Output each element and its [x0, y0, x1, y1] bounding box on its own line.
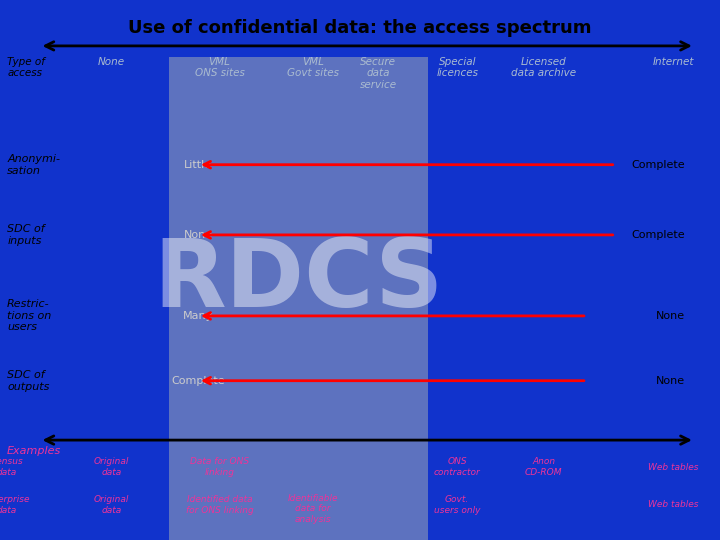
Text: Original
data: Original data — [94, 457, 130, 477]
Text: Identifiable
data for
analysis: Identifiable data for analysis — [288, 494, 338, 524]
Text: Original
data: Original data — [94, 495, 130, 515]
Text: None: None — [657, 376, 685, 386]
Text: Restric-
tions on
users: Restric- tions on users — [7, 299, 51, 333]
Text: Complete: Complete — [632, 160, 685, 170]
Text: Web tables: Web tables — [648, 463, 698, 471]
Text: Census
data: Census data — [0, 457, 24, 477]
Text: ONS
contractor: ONS contractor — [434, 457, 480, 477]
Text: Many: Many — [183, 311, 213, 321]
Text: Govt.
users only: Govt. users only — [434, 495, 480, 515]
Text: Complete: Complete — [171, 376, 225, 386]
Text: None: None — [184, 230, 212, 240]
Text: RDCS: RDCS — [153, 235, 444, 327]
Text: Data for ONS
linking: Data for ONS linking — [190, 457, 249, 477]
Text: Anonymi-
sation: Anonymi- sation — [7, 154, 60, 176]
Text: VML
Govt sites: VML Govt sites — [287, 57, 339, 78]
Text: Type of
access: Type of access — [7, 57, 45, 78]
Text: Licensed
data archive: Licensed data archive — [511, 57, 576, 78]
Text: Web tables: Web tables — [648, 501, 698, 509]
Text: Complete: Complete — [632, 230, 685, 240]
Text: SDC of
outputs: SDC of outputs — [7, 370, 50, 392]
Bar — [169, 57, 428, 540]
Text: Little: Little — [184, 160, 212, 170]
Text: Internet: Internet — [652, 57, 694, 67]
Text: VML
ONS sites: VML ONS sites — [194, 57, 245, 78]
Text: None: None — [657, 311, 685, 321]
Text: Secure
data
service: Secure data service — [359, 57, 397, 90]
Text: Special
licences: Special licences — [436, 57, 478, 78]
Text: Examples: Examples — [7, 446, 61, 456]
Text: Anon
CD-ROM: Anon CD-ROM — [525, 457, 562, 477]
Text: None: None — [98, 57, 125, 67]
Text: SDC of
inputs: SDC of inputs — [7, 224, 45, 246]
Text: Enterprise
data: Enterprise data — [0, 495, 30, 515]
Text: Use of confidential data: the access spectrum: Use of confidential data: the access spe… — [128, 19, 592, 37]
Text: Identified data
for ONS linking: Identified data for ONS linking — [186, 495, 253, 515]
